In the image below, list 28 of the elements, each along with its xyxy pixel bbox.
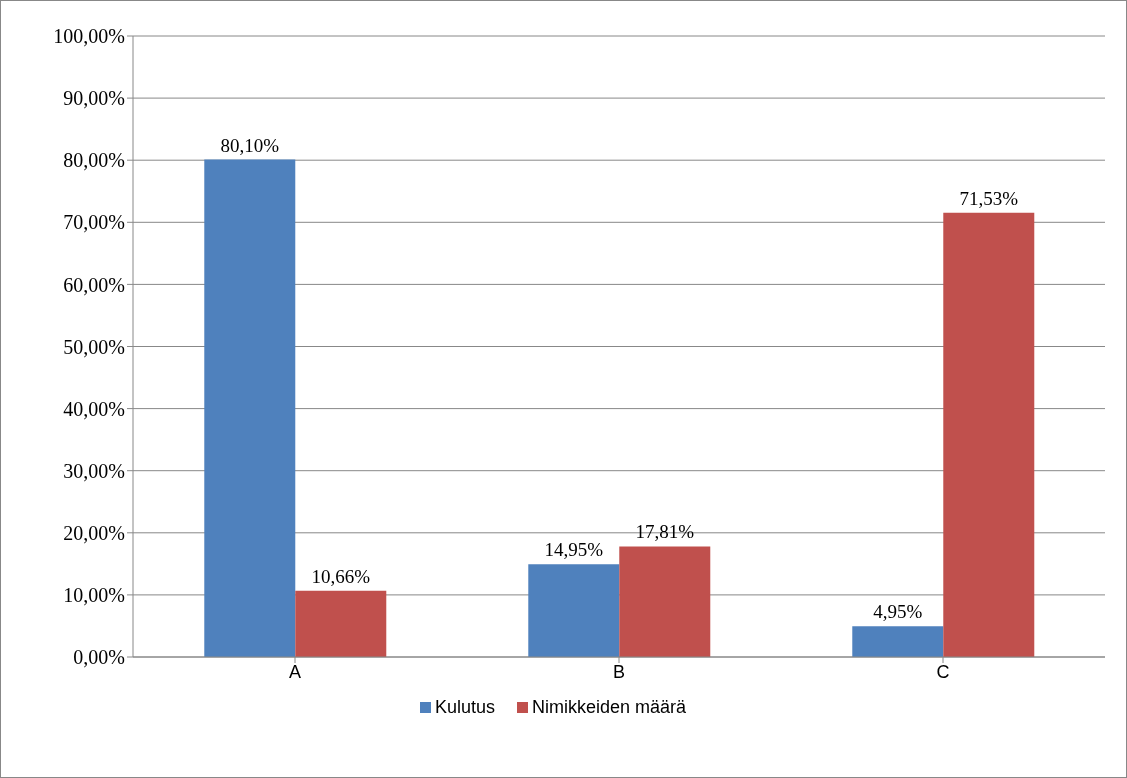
y-tick-label: 80,00%	[63, 149, 125, 172]
x-tick-label: B	[612, 661, 626, 682]
bar	[204, 159, 296, 657]
x-tick-label: A	[288, 661, 302, 682]
x-tick-label: C	[936, 661, 950, 682]
y-tick-label: 70,00%	[63, 211, 125, 234]
legend-label: Nimikkeiden määrä	[531, 697, 687, 718]
y-tick-label: 20,00%	[63, 521, 125, 544]
y-tick-label: 0,00%	[73, 646, 125, 669]
data-label: 10,66%	[311, 565, 371, 587]
bar	[295, 590, 387, 657]
bar	[619, 546, 711, 657]
bar	[852, 626, 944, 657]
data-label: 4,95%	[873, 601, 923, 623]
legend-label: Kulutus	[434, 697, 495, 718]
data-label: 17,81%	[635, 521, 695, 543]
y-tick-label: 30,00%	[63, 459, 125, 482]
bar	[528, 564, 620, 657]
y-tick-label: 50,00%	[63, 335, 125, 358]
y-tick-label: 40,00%	[63, 397, 125, 420]
y-tick-label: 100,00%	[53, 25, 125, 48]
bar	[943, 212, 1035, 657]
y-tick-label: 90,00%	[63, 87, 125, 110]
data-label: 80,10%	[220, 134, 280, 156]
data-label: 14,95%	[544, 539, 604, 561]
y-tick-label: 60,00%	[63, 273, 125, 296]
y-tick-label: 10,00%	[63, 584, 125, 606]
data-label: 71,53%	[959, 187, 1019, 209]
